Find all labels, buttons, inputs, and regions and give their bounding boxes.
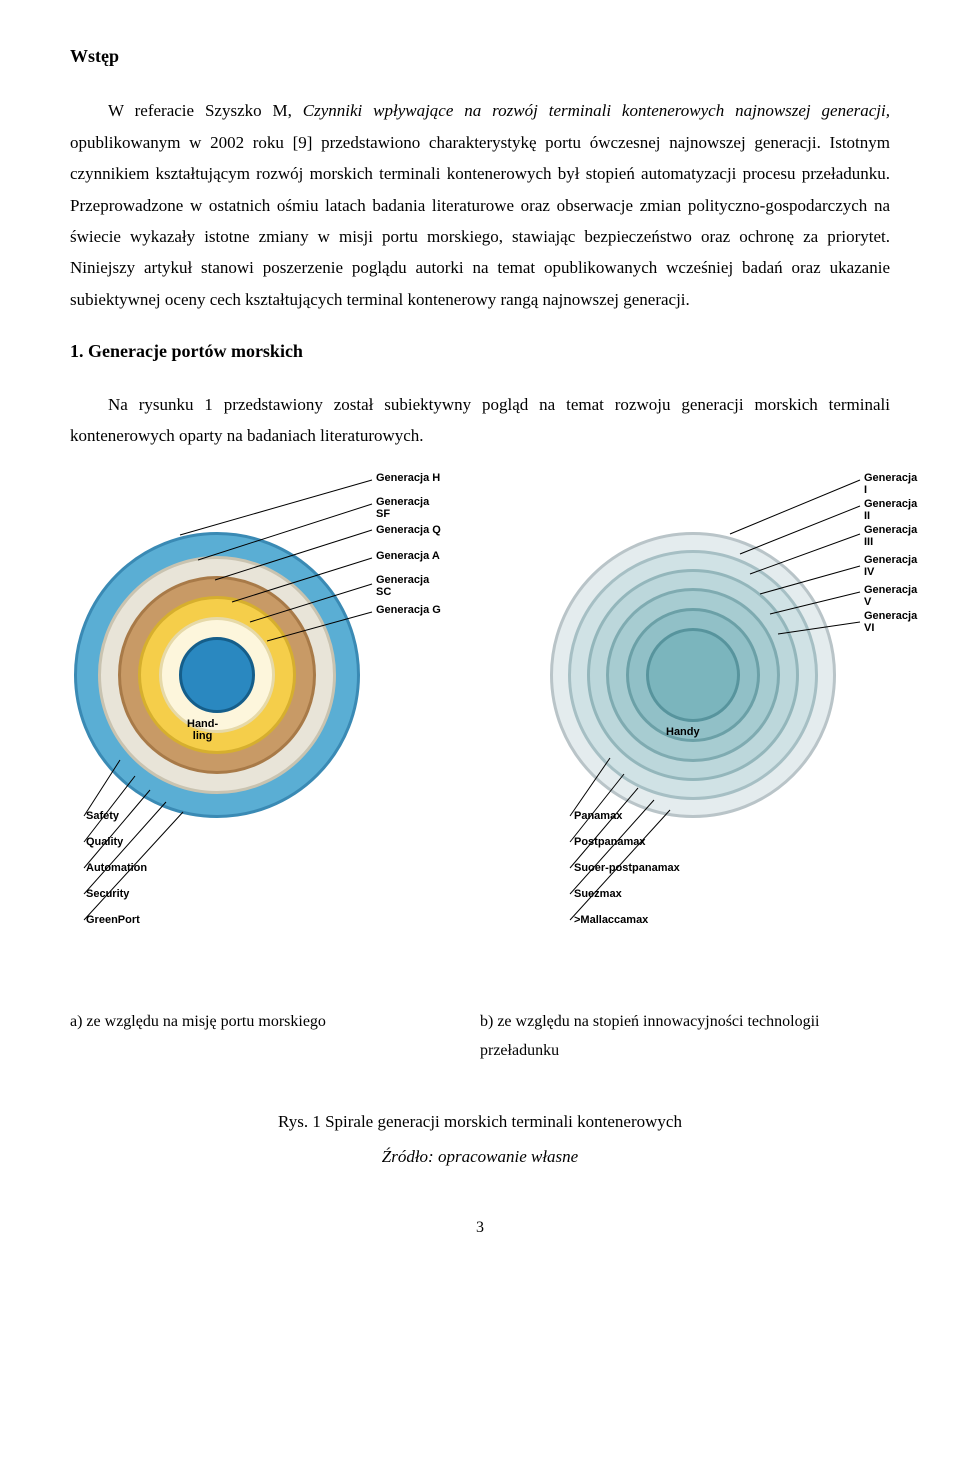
diag-a-bottom-label-3: Automation <box>86 862 147 875</box>
figure-1: Hand-ling Handy <box>70 472 890 992</box>
diag-a-bottom-label-4: Security <box>86 888 129 901</box>
diag-b-bottom-label-1: Panamax <box>574 810 622 823</box>
diag-a-bottom-label-2: Quality <box>86 836 123 849</box>
heading-section-1: 1. Generacje portów morskich <box>70 335 890 368</box>
diag-b-top-label-4: GeneracjaIV <box>864 554 917 579</box>
diag-b-top-label-6: GeneracjaVI <box>864 610 917 635</box>
diag-b-top-label-2: Generacja II <box>864 498 917 523</box>
page-number: 3 <box>70 1213 890 1243</box>
diag-a-top-label-1: Generacja H <box>376 472 440 485</box>
para1-pre: W referacie Szyszko M, <box>108 101 303 120</box>
caption-a: a) ze względu na misję portu morskiego <box>70 1007 431 1066</box>
diag-a-top-label-2: GeneracjaSF <box>376 496 429 521</box>
diag-a-top-label-4: Generacja A <box>376 550 440 563</box>
figure-source: Źródło: opracowanie własne <box>70 1141 890 1172</box>
figure-caption-row: a) ze względu na misję portu morskiego b… <box>70 1007 890 1066</box>
paragraph-1: W referacie Szyszko M, Czynniki wpływają… <box>70 95 890 315</box>
para1-title-italic: Czynniki wpływające na rozwój terminali … <box>303 101 890 120</box>
para1-post: opublikowanym w 2002 roku [9] przedstawi… <box>70 133 890 309</box>
diag-a-bottom-label-5: GreenPort <box>86 914 140 927</box>
diag-a-bottom-label-1: Safety <box>86 810 119 823</box>
diag-b-bottom-label-3: Suoer-postpanamax <box>574 862 680 875</box>
diag-b-top-label-5: Generacja V <box>864 584 917 609</box>
diag-a-top-label-3: Generacja Q <box>376 524 441 537</box>
diag-a-top-label-6: Generacja G <box>376 604 441 617</box>
diag-a-top-label-5: GeneracjaSC <box>376 574 429 599</box>
paragraph-2: Na rysunku 1 przedstawiony został subiek… <box>70 389 890 452</box>
leader-lines <box>70 472 890 992</box>
diag-b-top-label-1: Generacja I <box>864 472 917 497</box>
diag-b-top-label-3: GeneracjaIII <box>864 524 917 549</box>
figure-title: Rys. 1 Spirale generacji morskich termin… <box>70 1106 890 1137</box>
caption-b: b) ze względu na stopień innowacyjności … <box>480 1007 890 1066</box>
diag-b-bottom-label-4: Suezmax <box>574 888 622 901</box>
diag-b-bottom-label-2: Postpanamax <box>574 836 646 849</box>
diag-b-bottom-label-5: >Mallaccamax <box>574 914 648 927</box>
heading-intro: Wstęp <box>70 40 890 73</box>
